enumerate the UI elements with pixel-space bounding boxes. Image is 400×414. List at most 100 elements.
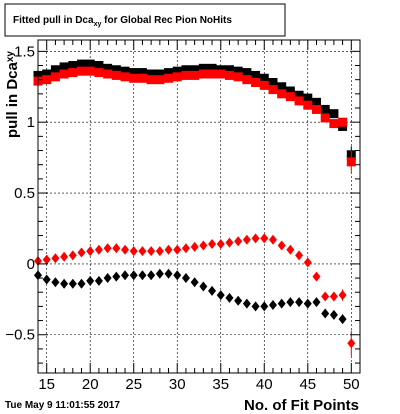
series-3-point (181, 243, 190, 254)
series-1-point (146, 69, 156, 79)
series-1-point (294, 90, 304, 100)
title-suffix: for Global Rec Pion NoHits (101, 15, 232, 26)
series-1-point (94, 61, 104, 71)
y-tick-label: −0.5 (5, 327, 35, 344)
series-2-point (137, 73, 147, 83)
series-2-point (338, 117, 348, 127)
series-1-point (329, 109, 339, 119)
series-2-point (277, 89, 287, 99)
series-1-point (164, 68, 174, 78)
series-1-point (50, 65, 60, 75)
series-2-point (85, 66, 95, 76)
series-1-point (303, 93, 313, 103)
series-3-point (268, 234, 277, 245)
series-1-point (155, 69, 165, 79)
series-3-point (51, 253, 60, 264)
series-4-point (225, 292, 234, 303)
series-2-point (172, 72, 182, 82)
series-2-point (311, 104, 321, 114)
series-4-point (295, 297, 304, 308)
series-3-point (155, 246, 164, 257)
series-4-point (190, 277, 199, 288)
series-1-point (137, 68, 147, 78)
series-2-point (50, 72, 60, 82)
series-2-point (59, 69, 69, 79)
series-3-point (347, 338, 356, 349)
series-4-point (129, 270, 138, 281)
title-box: Fitted pull in Dcaxy for Global Rec Pion… (4, 3, 286, 37)
x-axis-title: No. of Fit Points (244, 397, 359, 414)
series-4-point (199, 281, 208, 292)
series-1-point (268, 78, 278, 88)
series-2-point (268, 85, 278, 95)
series-3-point (129, 246, 138, 257)
series-2-point (181, 70, 191, 80)
series-3-point (68, 250, 77, 261)
series-3-point (121, 244, 130, 255)
x-tick-label: 35 (212, 376, 229, 393)
series-3-point (260, 233, 269, 244)
y-tick-label: 1.5 (14, 43, 35, 60)
series-1-point (181, 65, 191, 75)
series-4-point (321, 308, 330, 319)
series-3-point (173, 244, 182, 255)
series-2-point (242, 75, 252, 85)
series-4-point (242, 298, 251, 309)
series-3-point (321, 291, 330, 302)
series-4-point (112, 271, 121, 282)
series-4-point (121, 270, 130, 281)
title-prefix: Fitted pull in Dca (13, 15, 94, 26)
data-markers (33, 59, 356, 356)
series-3-point (103, 243, 112, 254)
series-3-point (42, 254, 51, 265)
series-4-point (208, 285, 217, 296)
series-1-point (68, 61, 78, 71)
series-4-point (155, 268, 164, 279)
series-2-point (320, 113, 330, 123)
y-axis-title-main: pull in Dca (4, 62, 21, 139)
series-2-point (346, 157, 356, 167)
x-tick-label: 50 (343, 376, 360, 393)
series-2-point (190, 70, 200, 80)
series-2-point (233, 72, 243, 82)
series-3-point (277, 240, 286, 251)
series-1-point (224, 65, 234, 75)
series-4-point (312, 297, 321, 308)
y-tick-label: 0.5 (14, 185, 35, 202)
series-1-point (77, 59, 87, 69)
series-3-point (216, 239, 225, 250)
series-3-point (295, 250, 304, 261)
series-1-point (85, 59, 95, 69)
x-tick-label: 40 (256, 376, 273, 393)
series-2-point (94, 68, 104, 78)
series-4-point (251, 301, 260, 312)
series-3-point (303, 257, 312, 268)
series-4-point (138, 270, 147, 281)
series-1-point (42, 69, 52, 79)
series-2-point (224, 70, 234, 80)
series-1-point (259, 73, 269, 83)
series-1-point (242, 68, 252, 78)
y-axis-title: pull in Dcaxy (4, 51, 21, 138)
series-3-point (312, 271, 321, 282)
x-tick-label: 25 (125, 376, 142, 393)
series-2-point (207, 69, 217, 79)
series-3-point (338, 290, 347, 301)
series-4-point (77, 278, 86, 289)
series-2-point (303, 100, 313, 110)
series-3-point (112, 243, 121, 254)
series-2-point (198, 69, 208, 79)
series-4-point (181, 273, 190, 284)
series-2-point (111, 70, 121, 80)
series-1-point (190, 65, 200, 75)
series-4-point (147, 270, 156, 281)
series-4-point (303, 298, 312, 309)
title-subscript: xy (94, 21, 102, 28)
series-2-point (164, 73, 174, 83)
plot-frame (37, 39, 361, 374)
series-1-point (103, 63, 113, 73)
series-1-point (285, 86, 295, 96)
series-4-point (216, 290, 225, 301)
